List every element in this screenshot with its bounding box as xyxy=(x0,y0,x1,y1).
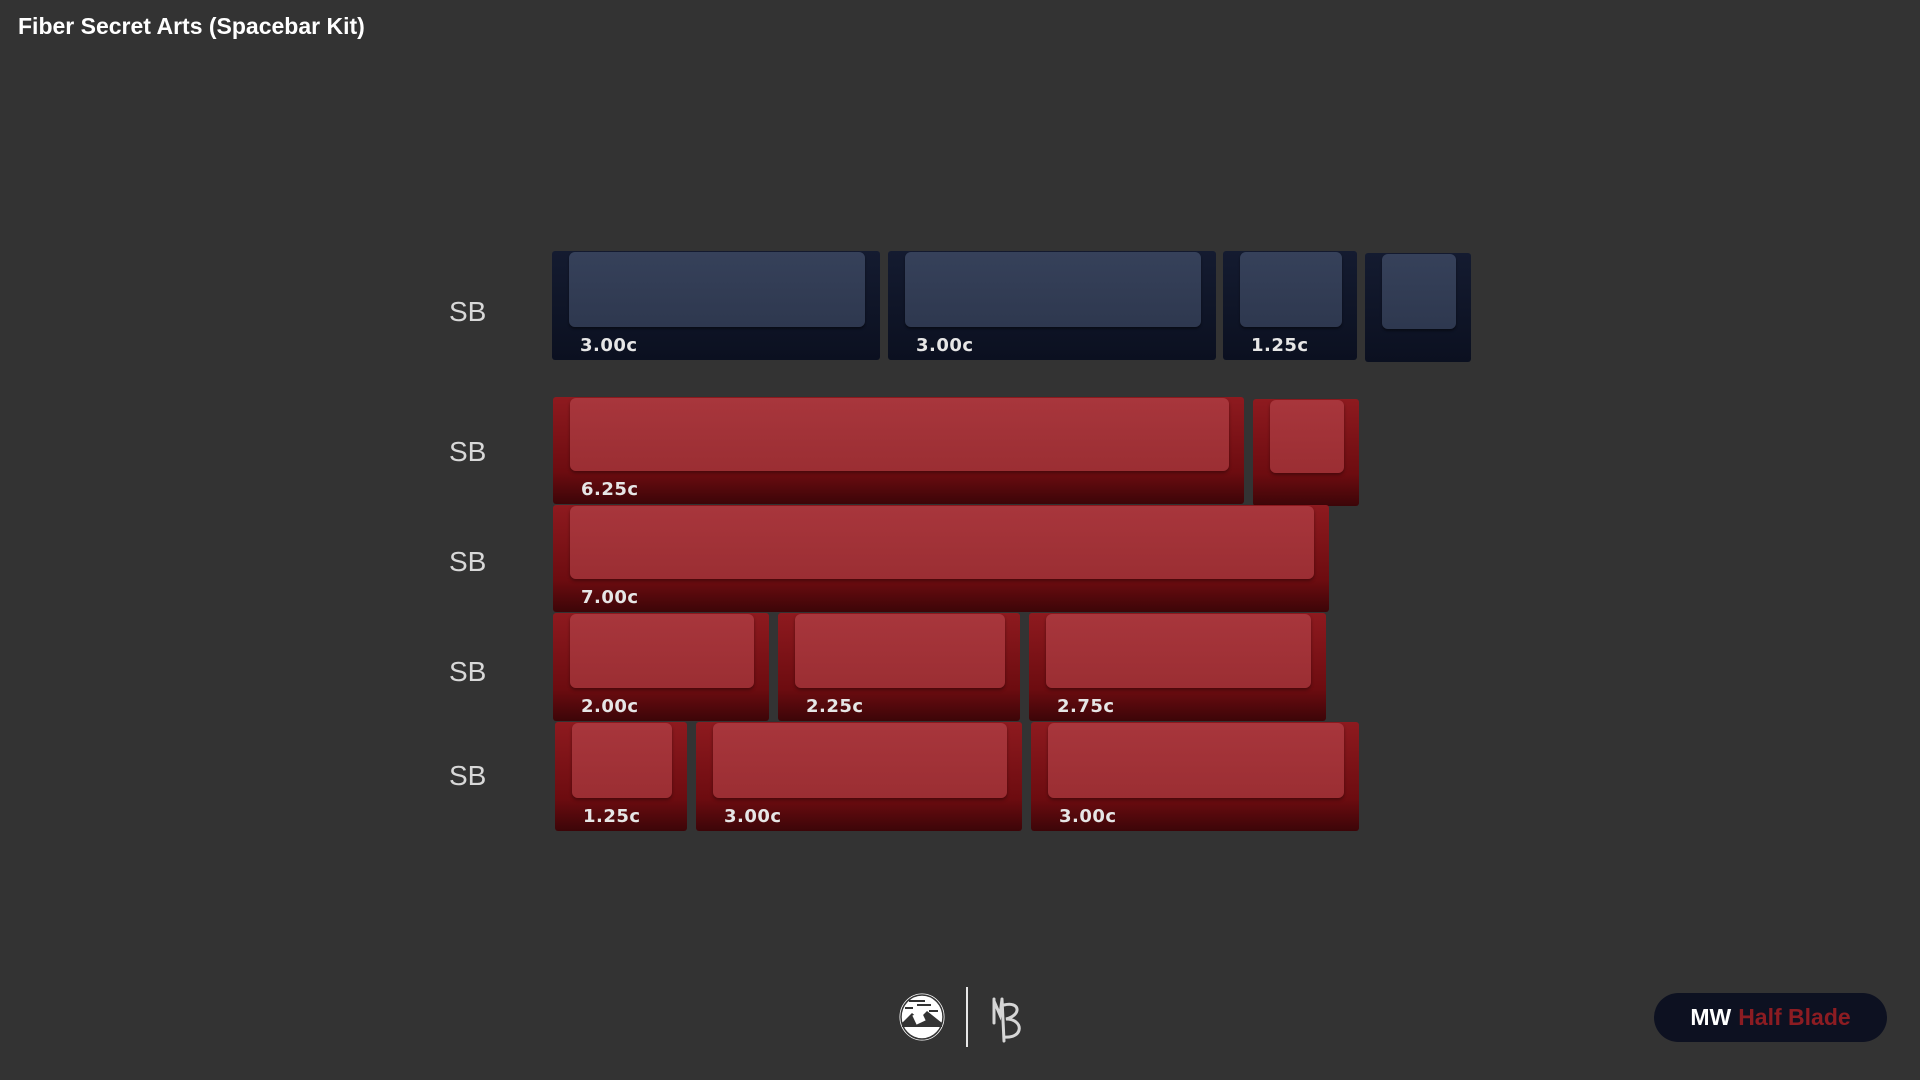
keycap: 3.00c xyxy=(888,251,1216,360)
mb-signature-logo xyxy=(992,997,1021,1043)
keycap-size-label: 3.00c xyxy=(580,335,638,356)
keycap-size-label: 2.75c xyxy=(1057,696,1115,717)
keycap-size-label: 2.00c xyxy=(581,696,639,717)
row-label: SB xyxy=(449,296,487,327)
row-label: SB xyxy=(449,436,487,467)
keycap-size-label: 3.00c xyxy=(916,335,974,356)
badge-name: Half Blade xyxy=(1738,1004,1851,1030)
keycap: 2.25c xyxy=(778,613,1020,721)
keycap: 3.00c xyxy=(1031,722,1359,831)
keycap-size-label: 6.25c xyxy=(581,479,639,500)
row-label: SB xyxy=(449,546,487,577)
keycap-size-label: 7.00c xyxy=(581,587,639,608)
keycap-size-label: 1.25c xyxy=(583,806,641,827)
mw-half-blade-badge: MW Half Blade xyxy=(1654,993,1887,1042)
keycap: 7.00c xyxy=(553,505,1329,612)
keycap xyxy=(1365,253,1471,362)
logo-divider xyxy=(966,987,968,1047)
keycap: 3.00c xyxy=(696,722,1022,831)
keycap-size-label: 3.00c xyxy=(1059,806,1117,827)
keycap: 1.25c xyxy=(1223,251,1357,360)
keycap-size-label: 3.00c xyxy=(724,806,782,827)
keycap-size-label: 1.25c xyxy=(1251,335,1309,356)
footer-logos xyxy=(895,985,1035,1047)
keycap: 2.75c xyxy=(1029,613,1326,721)
row-label: SB xyxy=(449,656,487,687)
page-title: Fiber Secret Arts (Spacebar Kit) xyxy=(18,13,365,39)
badge-prefix: MW xyxy=(1690,1004,1732,1030)
keycap: 2.00c xyxy=(553,613,769,721)
keycap: 3.00c xyxy=(552,251,880,360)
keycap-size-label: 2.25c xyxy=(806,696,864,717)
mountain-emblem-icon xyxy=(898,992,946,1042)
keycap: 6.25c xyxy=(553,397,1244,504)
keycap xyxy=(1253,399,1359,506)
row-label: SB xyxy=(449,760,487,791)
keycap: 1.25c xyxy=(555,722,687,831)
